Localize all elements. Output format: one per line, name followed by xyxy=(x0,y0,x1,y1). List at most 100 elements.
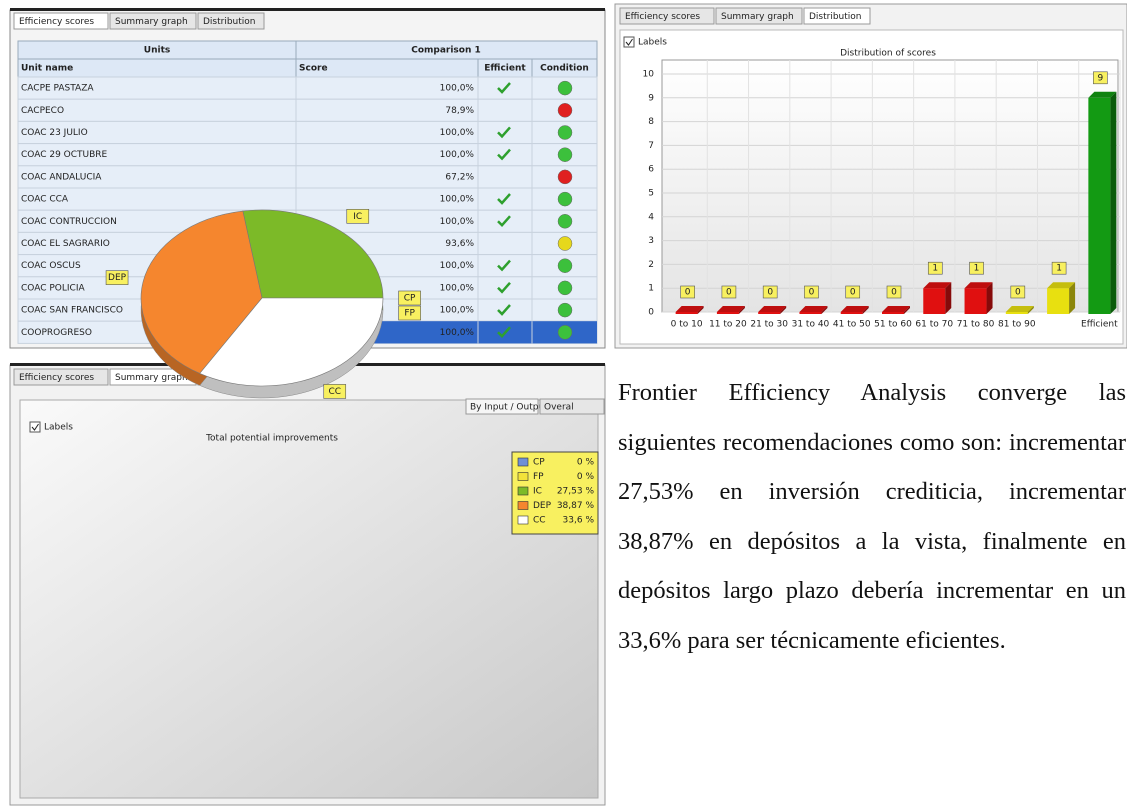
y-tick-label: 3 xyxy=(648,236,654,246)
tab[interactable] xyxy=(13,12,109,30)
bar-side xyxy=(780,306,787,314)
tab[interactable] xyxy=(619,7,715,25)
slice-label: FP xyxy=(404,309,415,319)
score: 100,0% xyxy=(440,328,475,338)
tab-label[interactable]: Distribution xyxy=(203,17,256,27)
bar-front xyxy=(840,312,863,314)
legend-value: 0 % xyxy=(577,458,595,468)
check-icon xyxy=(497,304,511,316)
check-icon xyxy=(497,259,511,272)
legend-value: 38,87 % xyxy=(557,501,595,511)
column-header-label: Condition xyxy=(540,64,589,74)
column-header-label: Efficient xyxy=(484,64,526,74)
table-row[interactable] xyxy=(17,187,598,211)
check-icon xyxy=(497,126,511,139)
table-row[interactable] xyxy=(17,120,598,145)
sub-tab-label[interactable]: By Input / Output xyxy=(470,403,548,413)
tab-label[interactable]: Summary graph xyxy=(115,373,188,383)
bar xyxy=(1047,282,1076,314)
value-label-box xyxy=(762,285,778,299)
value-label-box xyxy=(721,285,737,299)
group-header xyxy=(17,40,598,60)
condition-light xyxy=(557,191,573,207)
bar xyxy=(1005,306,1034,314)
checkbox[interactable] xyxy=(623,36,635,48)
condition-light xyxy=(557,80,573,96)
checkbox[interactable] xyxy=(29,421,41,433)
x-tick-label: Efficient xyxy=(1081,320,1118,330)
check xyxy=(31,423,39,431)
bar-front xyxy=(1047,288,1070,314)
y-tick-label: 9 xyxy=(648,93,654,103)
value-label-box xyxy=(886,285,902,299)
check xyxy=(625,38,633,46)
slice-label-box xyxy=(105,270,129,285)
slice-label: IC xyxy=(353,212,362,222)
tab-label[interactable]: Efficiency scores xyxy=(19,373,94,383)
value-label-box xyxy=(1051,261,1067,275)
value-label: 0 xyxy=(685,288,691,298)
value-label: 0 xyxy=(809,288,815,298)
tab-label[interactable]: Efficiency scores xyxy=(19,17,94,27)
panel-border xyxy=(10,8,605,11)
score: 100,0% xyxy=(440,306,475,316)
tab[interactable] xyxy=(13,368,109,386)
condition-light xyxy=(557,302,573,318)
tab[interactable] xyxy=(803,7,871,25)
checkbox-label[interactable]: Labels xyxy=(638,38,667,48)
bar xyxy=(964,282,993,314)
check-icon xyxy=(497,193,511,205)
bar-top xyxy=(1005,306,1034,312)
score: 100,0% xyxy=(440,84,475,94)
bar-side xyxy=(1110,91,1117,314)
bar-top xyxy=(964,282,993,289)
legend-swatch xyxy=(517,472,529,481)
x-tick-label: 61 to 70 xyxy=(915,320,953,330)
bar-side xyxy=(738,306,745,314)
bar-side xyxy=(986,282,993,314)
paragraph: Frontier Efficiency Analysis converge la… xyxy=(618,379,1126,654)
bar-side xyxy=(697,306,704,314)
check-icon xyxy=(497,326,511,339)
sub-tab[interactable] xyxy=(539,398,605,415)
bar-top xyxy=(882,306,910,312)
check-icon xyxy=(497,215,511,228)
tab-label[interactable]: Summary graph xyxy=(115,17,188,27)
table-row[interactable] xyxy=(17,165,598,189)
bar xyxy=(840,306,869,314)
bar-top xyxy=(716,306,745,312)
legend-swatch xyxy=(517,457,529,467)
legend-value: 33,6 % xyxy=(563,516,595,526)
tab[interactable] xyxy=(197,12,265,30)
tab[interactable] xyxy=(715,7,803,25)
bar-side xyxy=(862,306,869,314)
unit-name: COAC OSCUS xyxy=(21,261,81,271)
unit-name: CACPE PASTAZA xyxy=(21,84,94,94)
x-tick-label: 21 to 30 xyxy=(750,320,788,330)
bar-side xyxy=(1069,282,1076,314)
value-label-box xyxy=(845,285,861,299)
table-row[interactable] xyxy=(17,76,598,100)
bar-front xyxy=(923,288,946,314)
sub-tab[interactable] xyxy=(465,398,539,415)
tab-label[interactable]: Summary graph xyxy=(721,12,794,22)
x-tick-label: 31 to 40 xyxy=(792,320,830,330)
tab-label[interactable]: Efficiency scores xyxy=(625,12,700,22)
unit-name: COAC 23 JULIO xyxy=(21,128,88,138)
slice-label: CC xyxy=(328,387,341,397)
tab-label[interactable]: Distribution xyxy=(809,12,862,22)
unit-name: COAC POLICIA xyxy=(21,283,85,293)
bar xyxy=(758,306,787,314)
tab[interactable] xyxy=(109,12,197,30)
unit-name: COAC EL SAGRARIO xyxy=(21,239,110,249)
condition-light xyxy=(557,280,573,296)
value-label: 0 xyxy=(726,288,732,298)
bar-front xyxy=(964,288,987,314)
bar-side xyxy=(904,306,910,314)
score: 93,6% xyxy=(445,239,474,249)
table-row[interactable] xyxy=(17,98,598,122)
plot-area xyxy=(661,59,1119,313)
sub-tab-label[interactable]: Overal xyxy=(544,403,574,413)
checkbox-label[interactable]: Labels xyxy=(44,423,73,433)
pie-slice xyxy=(242,209,384,299)
